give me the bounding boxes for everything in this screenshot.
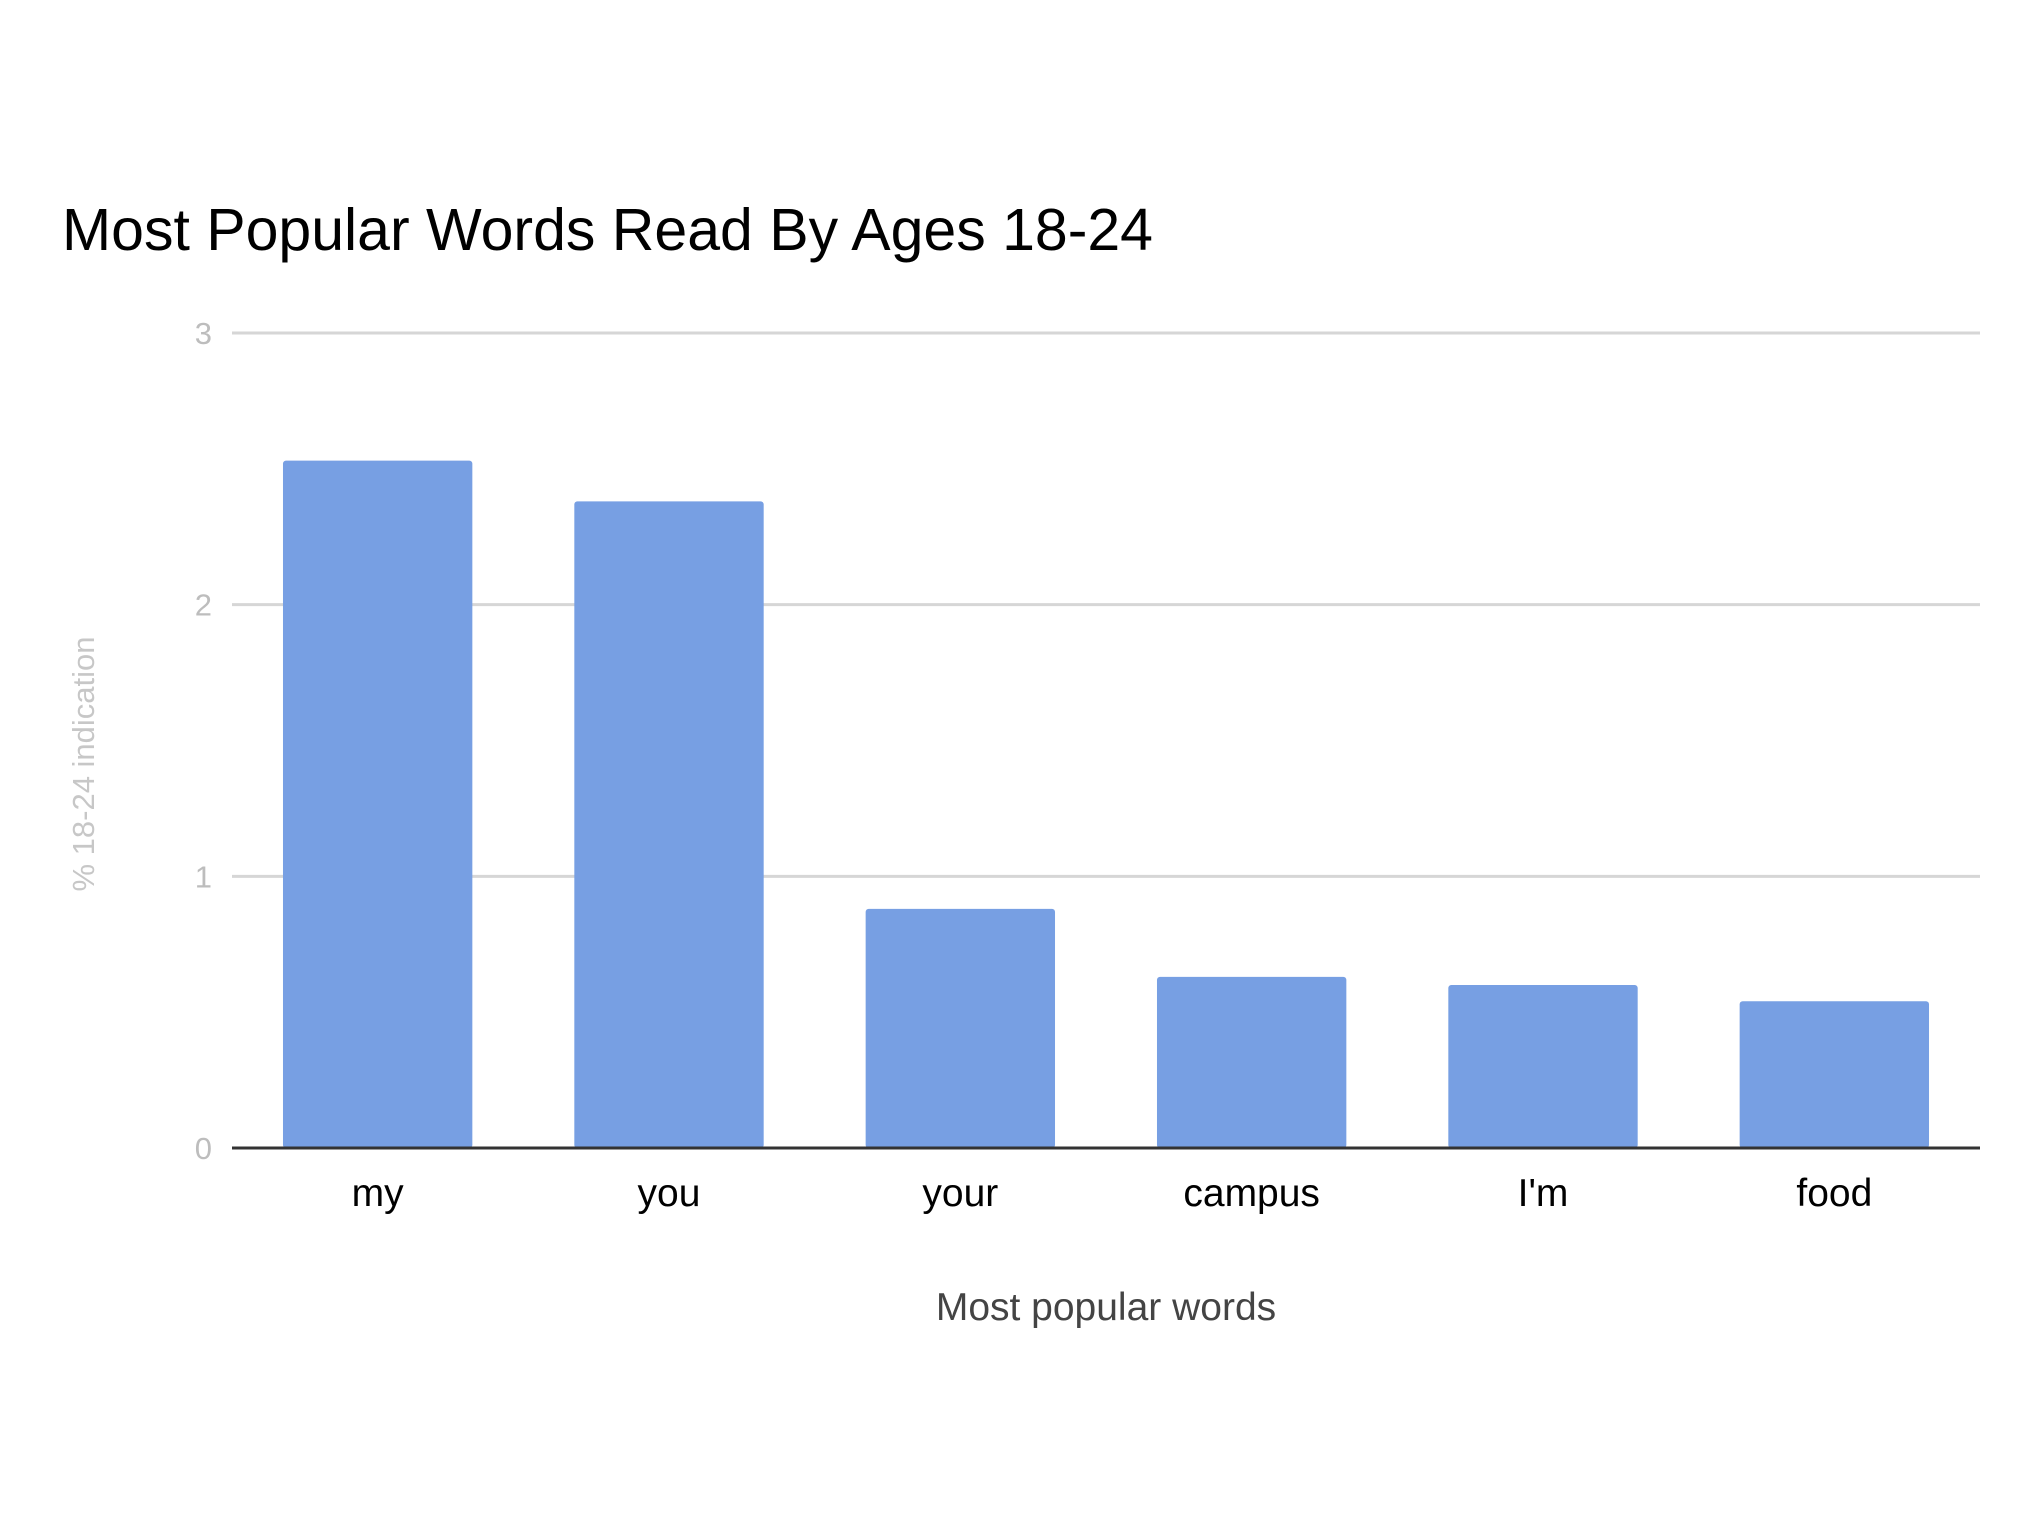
y-axis-ticks: 0 1 2 3 bbox=[195, 316, 212, 1166]
bar-food bbox=[1739, 1001, 1930, 1148]
x-axis-label: Most popular words bbox=[936, 1286, 1276, 1329]
y-tick-label: 2 bbox=[195, 588, 212, 623]
bar-you bbox=[574, 501, 764, 1148]
x-tick-label: you bbox=[638, 1172, 701, 1215]
x-tick-label: your bbox=[922, 1172, 998, 1215]
bar-your bbox=[865, 908, 1056, 1148]
gridlines bbox=[232, 331, 1980, 878]
bar-im bbox=[1448, 985, 1638, 1148]
x-tick-label: I'm bbox=[1518, 1172, 1569, 1215]
y-tick-label: 3 bbox=[195, 316, 212, 351]
x-axis-ticks: my you your campus I'm food bbox=[352, 1172, 1873, 1215]
bar-my bbox=[282, 460, 473, 1148]
x-tick-label: my bbox=[352, 1172, 404, 1215]
bars bbox=[282, 460, 1930, 1148]
x-tick-label: campus bbox=[1183, 1172, 1320, 1215]
x-tick-label: food bbox=[1796, 1172, 1872, 1215]
y-tick-label: 1 bbox=[195, 859, 212, 894]
bar-campus bbox=[1156, 976, 1347, 1148]
chart-title: Most Popular Words Read By Ages 18-24 bbox=[62, 197, 1153, 263]
y-tick-label: 0 bbox=[195, 1131, 212, 1166]
y-axis-label: % 18-24 indication bbox=[66, 636, 101, 891]
